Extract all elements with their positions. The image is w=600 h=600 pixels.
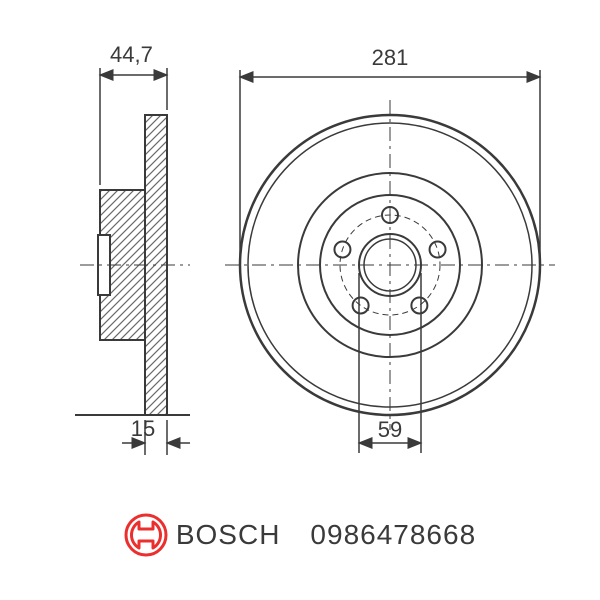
- dim-total-height: 44,7: [110, 42, 153, 67]
- front-view: 281 59: [225, 45, 555, 453]
- dim-hub-diameter: 59: [378, 417, 402, 442]
- diagram-container: 44,7 15: [0, 0, 600, 600]
- brand-name: BOSCH: [176, 519, 281, 551]
- bosch-icon: [124, 513, 168, 557]
- dim-outer-diameter: 281: [372, 45, 409, 70]
- footer: BOSCH 0986478668: [0, 495, 600, 575]
- brand-logo: BOSCH: [124, 513, 281, 557]
- part-number: 0986478668: [310, 519, 476, 551]
- side-profile: 44,7 15: [75, 42, 190, 455]
- technical-drawing: 44,7 15: [20, 20, 580, 460]
- dim-thickness: 15: [131, 416, 155, 441]
